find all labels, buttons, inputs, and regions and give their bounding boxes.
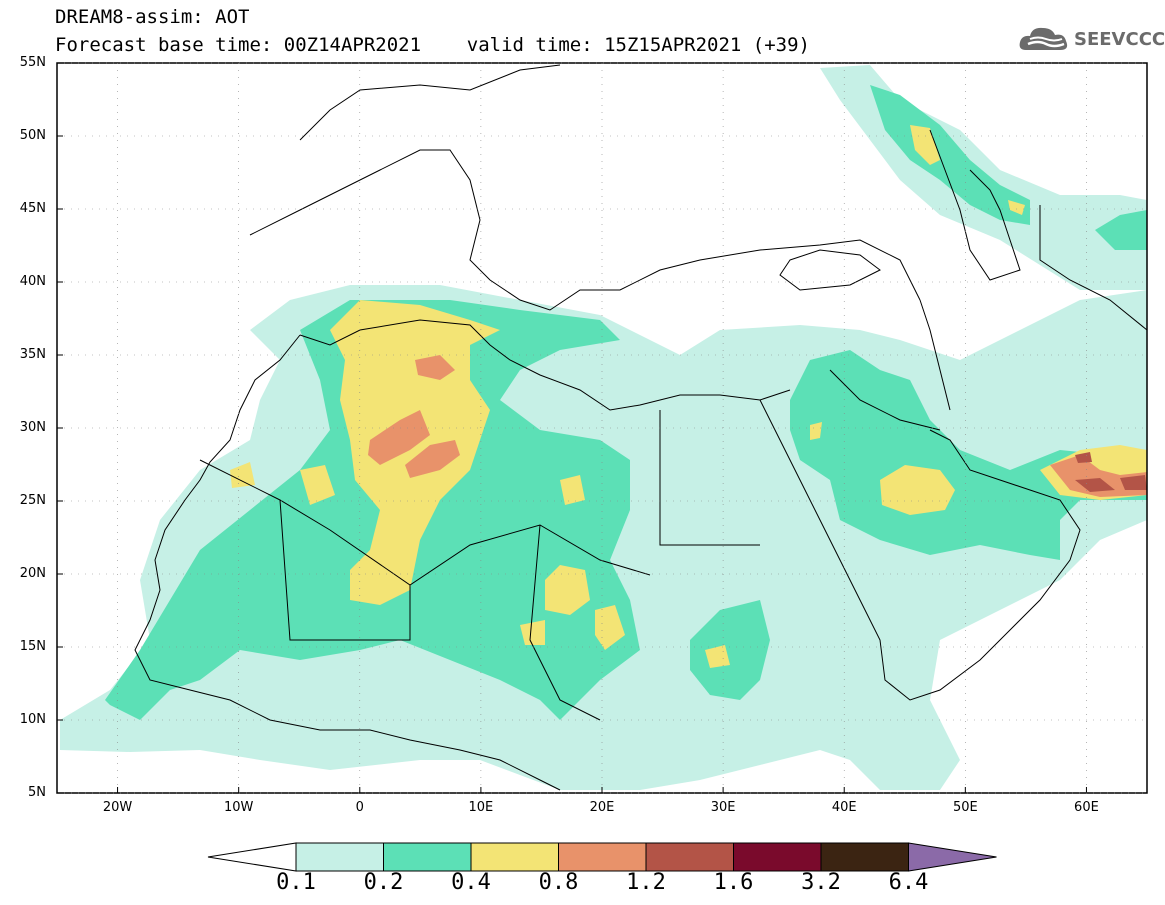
aot-level-0.2-west	[105, 300, 640, 720]
coastline-black-sea	[779, 249, 881, 291]
lat-tick-label: 5N	[28, 785, 46, 800]
lon-tick-label: 10W	[223, 800, 254, 815]
border-west-africa-3	[529, 524, 601, 721]
coastline-arabia-east	[919, 299, 951, 411]
logo-text: SEEVCCC	[1074, 29, 1165, 50]
colorbar-label: 3.2	[801, 870, 841, 895]
aot-level-0.4-sudan	[705, 645, 730, 668]
coastline-caspian	[929, 129, 1021, 281]
aot-field	[60, 65, 1147, 790]
colorbar-label: 1.6	[713, 870, 754, 895]
aot-level-0.4-egypt	[810, 422, 822, 440]
aot-level-0.4-chad	[520, 620, 545, 645]
aot-level-0.2-sudan	[690, 600, 770, 700]
colorbar-segment	[383, 842, 472, 872]
lat-tick-label: 30N	[19, 420, 46, 435]
border-west-africa-1	[199, 459, 651, 586]
colorbar-segment	[470, 842, 559, 872]
border-west-africa-2	[279, 499, 411, 641]
lon-tick-label: 20E	[589, 800, 615, 815]
coastline-mediterranean-south	[299, 319, 791, 411]
aot-level-0.4-mali	[300, 465, 335, 505]
lat-tick-label: 40N	[19, 274, 46, 289]
aot-level-1.2-gulf	[1075, 452, 1092, 463]
aot-level-0.2-arabia	[790, 350, 1147, 560]
lat-tick-label: 45N	[19, 201, 46, 216]
aot-level-0.8-algeria-south	[405, 440, 460, 478]
border-arabia	[829, 369, 941, 431]
coastline-north-europe	[299, 64, 561, 141]
lat-tick-label: 35N	[19, 347, 46, 362]
aot-level-0.8-algeria-center	[368, 410, 430, 465]
coastlines	[134, 64, 1147, 791]
chart-title: DREAM8-assim: AOT	[55, 6, 250, 28]
aot-level-1.2-iran	[1120, 475, 1147, 490]
lon-tick-label: 0	[355, 800, 364, 815]
colorbar-label: 0.2	[363, 870, 404, 895]
aot-level-0.4-caspian	[910, 125, 940, 165]
aot-level-0.8-pakistan	[1050, 455, 1147, 497]
colorbar	[207, 842, 997, 872]
aot-level-0.4-aral	[1008, 200, 1025, 215]
colorbar-label: 1.2	[626, 870, 666, 895]
aot-level-0.4-arabia	[880, 465, 955, 515]
aot-level-0.4-algeria	[330, 300, 500, 605]
lat-tick-label: 25N	[19, 493, 46, 508]
lon-tick-label: 10E	[468, 800, 494, 815]
lon-tick-label: 60E	[1074, 800, 1099, 815]
colorbar-segment	[645, 842, 734, 872]
colorbar-label: 0.1	[276, 870, 316, 895]
coastline-europe	[249, 149, 921, 311]
aot-level-0.4-libya	[560, 475, 585, 505]
aot-level-0.4-chad2	[595, 605, 625, 650]
aot-level-0.8-algeria-north	[415, 355, 455, 380]
colorbar-segment	[820, 842, 909, 872]
lon-tick-label: 30E	[710, 800, 736, 815]
aot-level-0.4-mauritania	[230, 462, 255, 488]
colorbar-segment	[295, 842, 384, 872]
coastline-red-sea	[759, 399, 1081, 701]
lat-tick-label: 50N	[19, 128, 46, 143]
border-egypt	[659, 410, 760, 546]
colorbar-over-triangle	[908, 842, 997, 872]
lon-tick-label: 50E	[952, 800, 978, 815]
lat-tick-label: 20N	[19, 566, 46, 581]
coastline-africa-west	[134, 334, 561, 791]
graticule	[57, 62, 1147, 794]
colorbar-segment	[558, 842, 647, 872]
lon-tick-label: 20W	[102, 800, 133, 815]
lat-tick-label: 10N	[19, 712, 46, 727]
aot-level-1.2-pakistan	[1075, 478, 1115, 492]
colorbar-segment	[733, 842, 822, 872]
aot-level-0.4-niger	[545, 565, 590, 615]
colorbar-label: 0.4	[451, 870, 491, 895]
cloud-icon	[1019, 27, 1068, 50]
border-central-asia	[1039, 205, 1147, 331]
seevccc-logo: SEEVCCC	[1018, 22, 1165, 56]
colorbar-label: 0.8	[538, 870, 579, 895]
colorbar-label: 6.4	[888, 870, 929, 895]
aot-level-0.2-iran	[1095, 210, 1147, 250]
colorbar-under-triangle	[207, 842, 297, 872]
forecast-times: Forecast base time: 00Z14APR2021 valid t…	[55, 34, 810, 56]
lon-tick-label: 40E	[831, 800, 857, 815]
lat-tick-label: 55N	[19, 55, 46, 70]
lat-tick-label: 15N	[19, 639, 46, 654]
